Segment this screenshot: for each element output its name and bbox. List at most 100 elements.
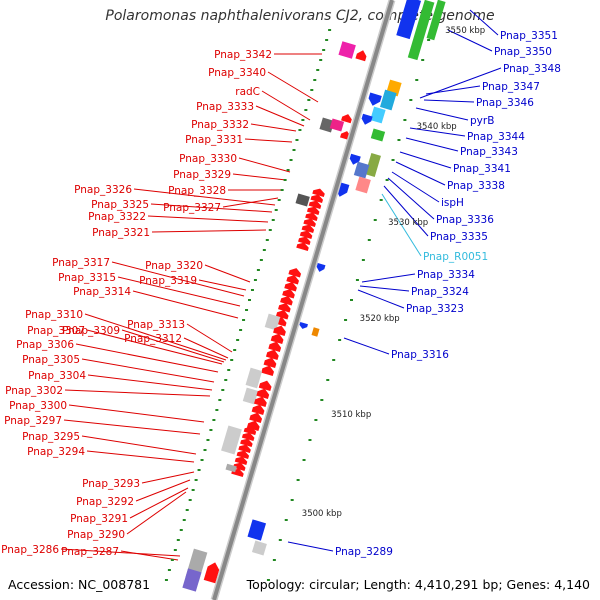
leader-line-left <box>186 323 233 353</box>
leader-line-right <box>415 107 469 121</box>
gene-arrow-cluster-e <box>243 426 257 436</box>
gene-label-left: Pnap_3304 <box>28 370 86 382</box>
leader-line-right <box>423 99 475 103</box>
leader-line-right <box>409 127 466 137</box>
gene-block-3350 <box>407 0 435 61</box>
gene-arrow-cluster-e <box>234 456 248 466</box>
scale-label: 3540 kbp <box>417 122 457 132</box>
gene-arrow-cluster-a <box>296 242 309 252</box>
gene-block-3344 <box>370 128 386 142</box>
gene-arrow-cluster-d <box>249 412 263 424</box>
leader-line-left <box>86 329 223 365</box>
gene-block-3342 <box>338 41 356 59</box>
leader-line-right <box>357 289 405 309</box>
gene-arrow-cluster-a <box>305 212 318 222</box>
gene-arrow-3348 <box>368 92 382 106</box>
gene-block-rna <box>311 327 320 337</box>
leader-line-right <box>287 541 334 552</box>
leader-line-right <box>361 273 416 283</box>
gene-label-left: Pnap_3326 <box>74 184 132 196</box>
gene-label-left: Pnap_3314 <box>73 286 131 298</box>
leader-line-right <box>387 177 435 220</box>
gene-label-left: Pnap_3333 <box>196 101 254 113</box>
gene-arrow-cluster-a <box>308 200 322 210</box>
leader-line-left <box>121 329 225 363</box>
leader-line-left <box>81 358 215 383</box>
gene-label-left: Pnap_3313 <box>127 319 185 331</box>
gene-label-left: Pnap_3327 <box>163 202 221 214</box>
gene-arrow-3336 <box>349 153 361 165</box>
leader-line-right <box>469 9 499 36</box>
gene-label-left: Pnap_3290 <box>67 529 125 541</box>
gene-label-left: Pnap_3294 <box>27 446 85 458</box>
gene-arrow-cluster-d <box>254 396 267 408</box>
gene-arrow-cluster-a <box>312 188 325 198</box>
gene-block-3297 <box>221 425 242 455</box>
leader-line-left <box>267 71 319 103</box>
leader-line-left <box>126 491 187 535</box>
gene-label-left: Pnap_3292 <box>76 496 134 508</box>
gene-arrow-cluster-d <box>251 404 265 416</box>
scale-label: 3550 kbp <box>445 26 485 36</box>
gene-label-left: Pnap_3329 <box>173 169 231 181</box>
leader-line-left <box>198 279 247 291</box>
genome-summary: Topology: circular; Length: 4,410,291 bp… <box>246 577 590 592</box>
gene-arrow-cluster-e <box>241 432 255 442</box>
gene-block-3333 <box>329 118 345 132</box>
gene-block-3302 <box>242 387 259 405</box>
gene-label-right: Pnap_3289 <box>335 546 393 558</box>
leader-line-right <box>391 171 440 203</box>
gene-label-right: Pnap_3338 <box>447 180 505 192</box>
gene-arrow-cluster-c <box>261 365 274 377</box>
leader-line-left <box>147 215 269 223</box>
leader-line-right <box>395 161 446 186</box>
gene-label-right: Pnap_3316 <box>391 349 449 361</box>
gene-block-3286 <box>182 568 202 592</box>
gene-arrow-3316 <box>299 321 308 329</box>
gene-label-left: Pnap_3293 <box>82 478 140 490</box>
gene-arrow-cluster-b <box>288 268 302 278</box>
leader-line-left <box>60 548 181 557</box>
accession-text: Accession: NC_008781 <box>8 577 151 592</box>
gene-label-right: Pnap_3343 <box>460 146 518 158</box>
leader-line-left <box>81 435 197 455</box>
leader-line-left <box>63 419 201 435</box>
label-connectors <box>60 9 502 561</box>
gene-arrow-cluster-b <box>280 296 293 306</box>
leader-line-left <box>222 197 279 208</box>
leader-line-left <box>75 343 219 373</box>
gene-label-right: Pnap_3348 <box>503 63 561 75</box>
leader-line-left <box>204 264 251 283</box>
gene-label-right: Pnap_3335 <box>430 231 488 243</box>
gene-arrow-cluster-e <box>238 444 251 454</box>
gene-block-isph <box>355 176 371 194</box>
leader-line-left <box>68 404 205 423</box>
map-title: Polaromonas naphthalenivorans CJ2, compl… <box>105 8 495 24</box>
gene-arrow-3340 <box>355 50 367 62</box>
gene-block-3328 <box>295 193 310 207</box>
gene-arrow-cluster-d <box>256 388 270 400</box>
gene-label-left: Pnap_3340 <box>208 67 266 79</box>
gene-label-right: pyrB <box>470 115 494 127</box>
gene-label-left: Pnap_3330 <box>179 153 237 165</box>
gene-arrow-3332 <box>341 114 352 124</box>
gene-block-pyrb <box>370 106 386 124</box>
gene-block-radc <box>319 117 335 133</box>
gene-label-left: Pnap_3317 <box>52 257 110 269</box>
leader-line-left <box>183 337 229 359</box>
leader-line-left <box>111 261 245 297</box>
leader-line-left <box>150 203 273 213</box>
gene-label-left: Pnap_3342 <box>214 49 272 61</box>
gene-label-right: ispH <box>441 197 464 209</box>
gene-label-right: Pnap_3346 <box>476 97 534 109</box>
gene-arrow-cluster-b <box>275 310 289 320</box>
leader-line-left <box>141 471 195 484</box>
leader-line-left <box>232 173 287 181</box>
gene-arrow-cluster-c <box>263 357 277 369</box>
leader-line-right <box>381 193 422 257</box>
leader-line-right <box>383 185 429 237</box>
gene-arrow-cluster-d <box>258 380 272 392</box>
gene-label-left: Pnap_3312 <box>124 333 182 345</box>
gene-label-right: Pnap_3344 <box>467 131 525 143</box>
